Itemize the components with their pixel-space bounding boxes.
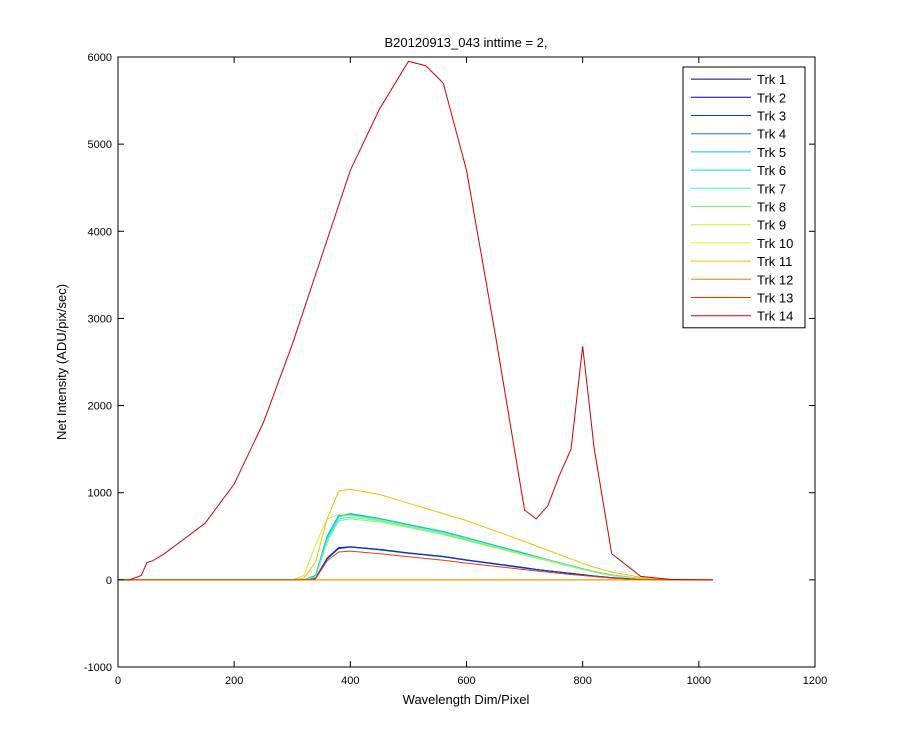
y-tick-label: 3000 [88, 313, 112, 325]
series-line [118, 550, 713, 581]
y-tick-label: 4000 [88, 226, 112, 238]
legend-label: Trk 14 [757, 309, 793, 324]
legend-label: Trk 6 [757, 163, 786, 178]
x-tick-label: 1200 [803, 675, 827, 687]
x-tick-label: 1000 [687, 675, 711, 687]
legend-label: Trk 4 [757, 127, 786, 142]
y-axis-label: Net Intensity (ADU/pix/sec) [54, 284, 69, 440]
legend-label: Trk 9 [757, 218, 786, 233]
chart-title: B20120913_043 inttime = 2, [385, 35, 548, 50]
x-tick-label: 600 [457, 675, 475, 687]
x-tick-label: 0 [115, 675, 121, 687]
x-axis-label: Wavelength Dim/Pixel [403, 692, 530, 707]
series-line [118, 60, 713, 581]
y-tick-label: 0 [106, 575, 112, 587]
y-tick-label: 5000 [88, 139, 112, 151]
legend-label: Trk 13 [757, 291, 793, 306]
x-tick-label: 800 [573, 675, 591, 687]
legend-box [682, 66, 806, 329]
legend-label: Trk 3 [757, 109, 786, 124]
y-tick-label: 6000 [88, 52, 112, 64]
y-tick-label: 2000 [88, 401, 112, 413]
legend-label: Trk 12 [757, 272, 793, 287]
x-tick-label: 200 [225, 675, 243, 687]
x-tick-label: 400 [341, 675, 359, 687]
legend-label: Trk 8 [757, 200, 786, 215]
y-tick-label: 1000 [88, 488, 112, 500]
legend-label: Trk 5 [757, 145, 786, 160]
y-tick-label: -1000 [84, 662, 112, 674]
legend-label: Trk 1 [757, 72, 786, 87]
legend-label: Trk 10 [757, 236, 793, 251]
legend: Trk 1 Trk 2 Trk 3 Trk 4 Trk 5 Trk 6 Trk 7 Trk 8… [682, 66, 806, 329]
legend-label: Trk 2 [757, 90, 786, 105]
legend-label: Trk 11 [757, 254, 792, 269]
legend-label: Trk 7 [757, 181, 786, 196]
